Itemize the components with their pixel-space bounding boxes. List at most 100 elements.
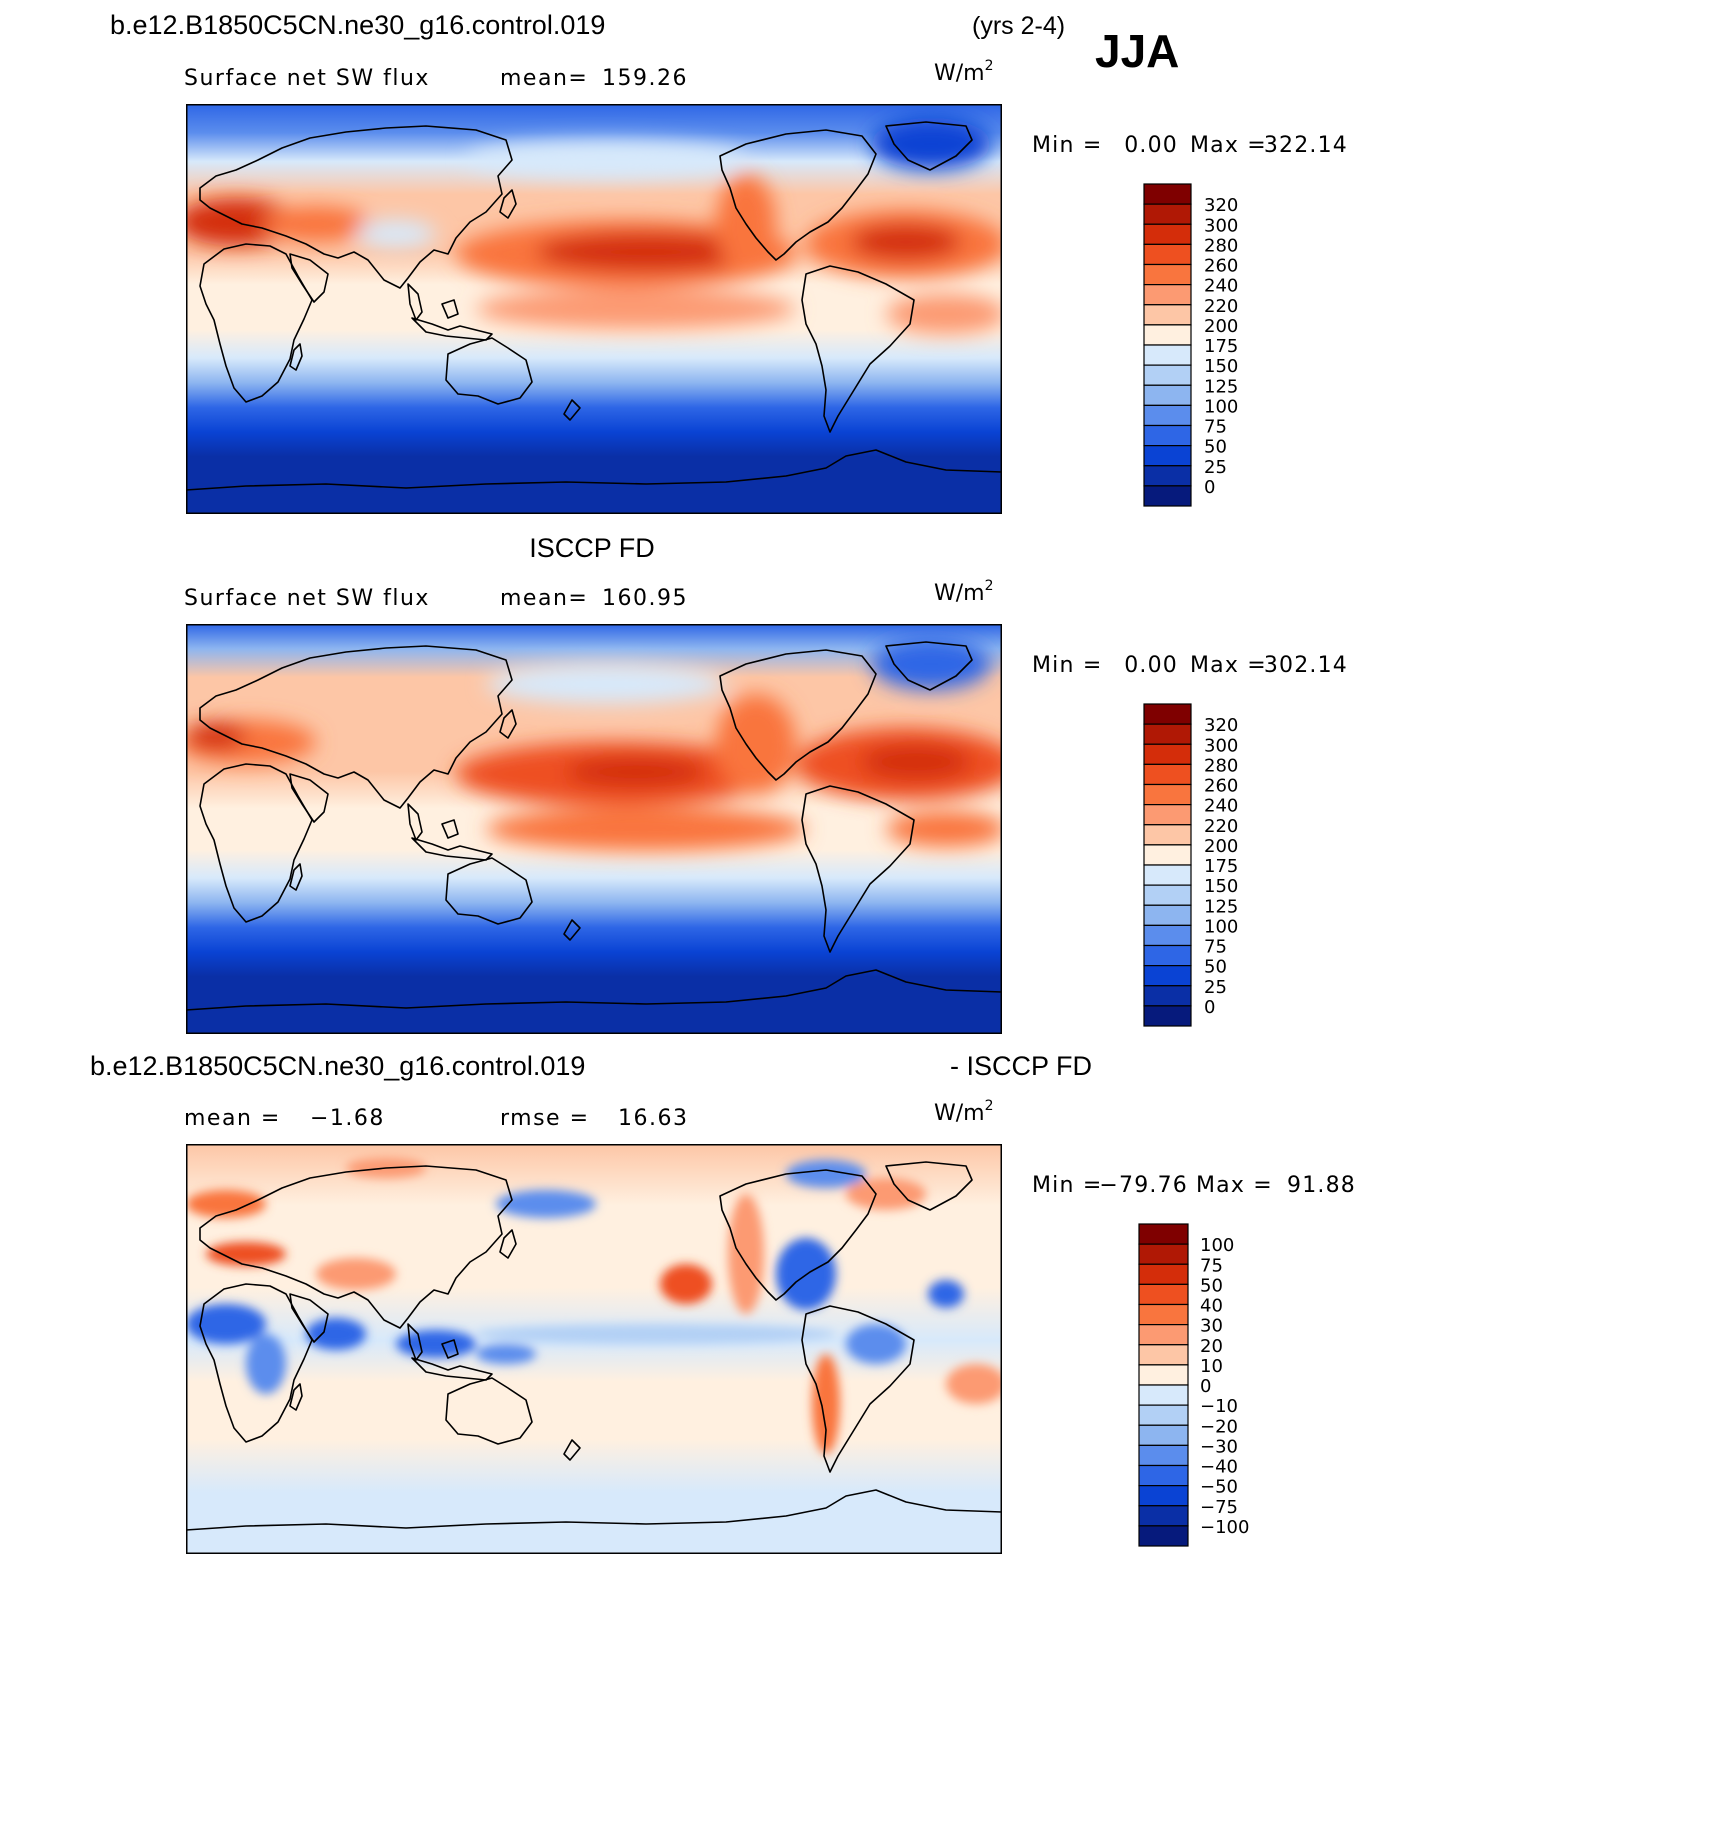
- years-label: (yrs 2-4): [972, 12, 1065, 40]
- colorbar-swatch: [1138, 1303, 1189, 1326]
- colorbar-swatch: [1143, 344, 1192, 366]
- colorbar-label: 40: [1200, 1296, 1223, 1317]
- panel-diff-units: W/m2: [934, 1098, 994, 1126]
- panel-diff-rmse-label: rmse =: [500, 1106, 590, 1131]
- colorbar-swatch: [1143, 965, 1192, 987]
- colorbar-swatch: [1143, 783, 1192, 806]
- colorbar-swatch: [1143, 324, 1192, 346]
- colorbar-label: 200: [1204, 836, 1238, 857]
- colorbar-swatch: [1138, 1364, 1189, 1386]
- panel-obs-max-value: 302.14: [1264, 653, 1348, 678]
- season-label: JJA: [1095, 25, 1179, 77]
- panel-model-mean-value: 159.26: [602, 66, 688, 91]
- panel-model: Surface net SW flux mean= 159.26 W/m2: [184, 58, 1347, 514]
- colorbar-label: 280: [1204, 755, 1238, 776]
- colorbar-label: 100: [1204, 396, 1238, 417]
- colorbar-label: 25: [1204, 457, 1227, 478]
- map-diff: [186, 1144, 1002, 1554]
- map-obs-frame: [186, 624, 1002, 1034]
- colorbar-swatch: [1143, 844, 1192, 866]
- colorbar-label: 0: [1204, 477, 1215, 498]
- colorbar-label: 260: [1204, 256, 1238, 277]
- colorbar-label: 240: [1204, 796, 1238, 817]
- map-model: [186, 104, 1002, 514]
- panel-model-units: W/m2: [934, 58, 994, 86]
- colorbar-label: −40: [1200, 1457, 1238, 1478]
- colorbar-swatch: [1143, 743, 1192, 765]
- colorbar-swatch: [1143, 763, 1192, 786]
- colorbar-swatch: [1143, 924, 1192, 947]
- colorbar-label: 320: [1204, 195, 1238, 216]
- colorbar-swatch: [1138, 1485, 1189, 1507]
- colorbar-swatch: [1143, 723, 1192, 745]
- colorbar-label: 25: [1204, 977, 1227, 998]
- colorbar-swatch: [1143, 904, 1192, 926]
- panel-obs: ISCCP FD Surface net SW flux mean= 160.9…: [184, 533, 1348, 1034]
- colorbar-label: −20: [1200, 1416, 1238, 1437]
- colorbar-label: 150: [1204, 356, 1238, 377]
- map-obs: [186, 624, 1002, 1034]
- map-model-frame: [186, 104, 1002, 514]
- colorbar-label: 20: [1200, 1336, 1223, 1357]
- panel-model-variable: Surface net SW flux: [184, 66, 430, 91]
- colorbar-label: 100: [1200, 1235, 1234, 1256]
- colorbar-swatch: [1143, 985, 1192, 1007]
- colorbar-label: 175: [1204, 856, 1238, 877]
- colorbar-label: 50: [1200, 1275, 1223, 1296]
- panel-diff-min-label: Min =: [1032, 1173, 1102, 1198]
- colorbar-label: −50: [1200, 1477, 1238, 1498]
- colorbar-swatch: [1138, 1283, 1189, 1306]
- colorbar-label: 300: [1204, 735, 1238, 756]
- colorbar-label: 240: [1204, 276, 1238, 297]
- colorbar-swatch: [1143, 284, 1192, 306]
- colorbar-label: 75: [1204, 417, 1227, 438]
- panel-diff-max-value: 91.88: [1287, 1173, 1356, 1198]
- panel-diff-rmse-value: 16.63: [618, 1106, 688, 1131]
- colorbar-swatch: [1143, 424, 1192, 447]
- colorbar-swatch: [1143, 1005, 1192, 1027]
- panel-obs-variable: Surface net SW flux: [184, 586, 430, 611]
- panel-diff-title-right: - ISCCP FD: [950, 1051, 1092, 1081]
- panel-obs-min-label: Min =: [1032, 653, 1102, 678]
- panel-obs-title: ISCCP FD: [529, 533, 655, 563]
- colorbar-label: −100: [1200, 1517, 1249, 1538]
- colorbar-label: 200: [1204, 316, 1238, 337]
- colorbar-label: 50: [1204, 437, 1227, 458]
- colorbar-label: 10: [1200, 1356, 1223, 1377]
- colorbar-swatch: [1143, 223, 1192, 245]
- colorbar-label: 150: [1204, 876, 1238, 897]
- colorbar-label: 300: [1204, 215, 1238, 236]
- colorbar-swatch: [1143, 703, 1192, 725]
- colorbar-swatch: [1138, 1464, 1189, 1487]
- panel-obs-mean-value: 160.95: [602, 586, 688, 611]
- colorbar-swatch: [1143, 304, 1192, 326]
- colorbar-swatch: [1143, 485, 1192, 507]
- colorbar-swatch: [1138, 1404, 1189, 1426]
- panel-obs-mean-label: mean=: [500, 586, 588, 611]
- colorbar-swatch: [1143, 203, 1192, 225]
- map-model-field: [186, 118, 1002, 334]
- colorbar-label: −75: [1200, 1497, 1238, 1518]
- panel-model-mean-label: mean=: [500, 66, 588, 91]
- colorbar-swatch: [1138, 1243, 1189, 1265]
- colorbar-swatch: [1143, 404, 1192, 427]
- colorbar-swatch: [1143, 864, 1192, 886]
- colorbar-swatch: [1138, 1223, 1189, 1245]
- panel-diff-max-label: Max =: [1196, 1173, 1273, 1198]
- map-diff-frame: [186, 1144, 1002, 1554]
- colorbar-swatch: [1138, 1444, 1189, 1467]
- colorbar-swatch: [1143, 384, 1192, 406]
- colorbar-label: 100: [1204, 916, 1238, 937]
- panel-obs-units: W/m2: [934, 578, 994, 606]
- colorbar-label: 50: [1204, 957, 1227, 978]
- colorbar-label: 75: [1204, 937, 1227, 958]
- colorbar-label: 0: [1204, 997, 1215, 1018]
- panel-diff-mean-value: −1.68: [310, 1106, 385, 1131]
- colorbar-label: 0: [1200, 1376, 1211, 1397]
- colorbar-swatch: [1143, 243, 1192, 266]
- colorbar-swatch: [1143, 183, 1192, 205]
